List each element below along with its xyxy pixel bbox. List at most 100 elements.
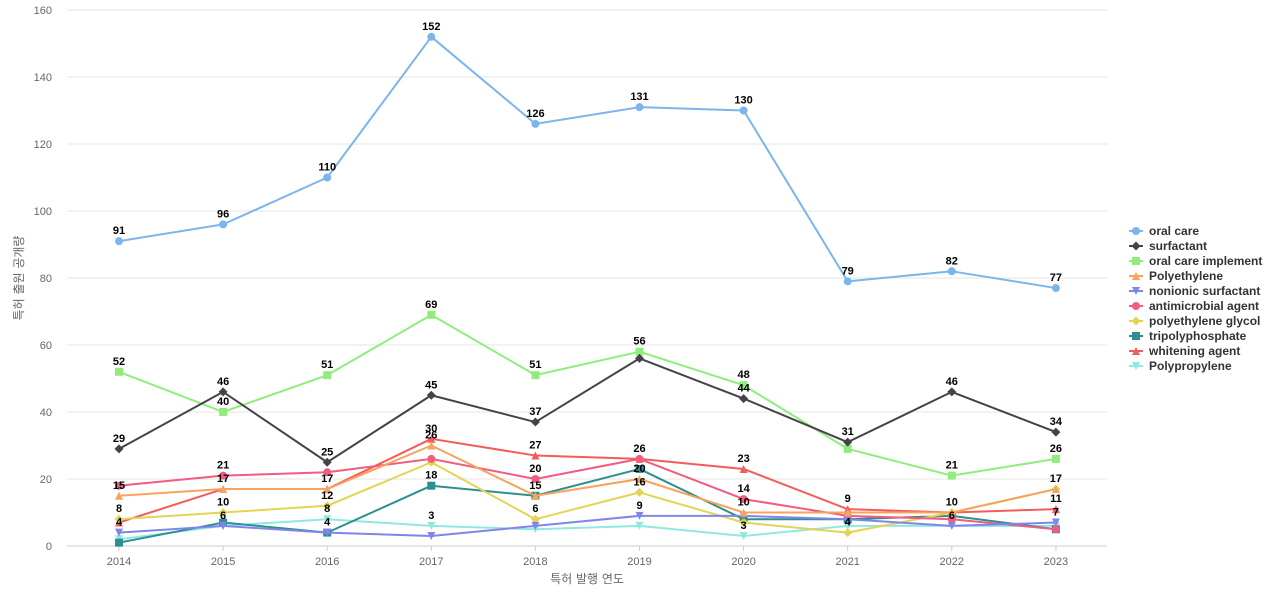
data-point <box>947 267 956 276</box>
data-point <box>323 485 332 494</box>
legend-label: antimicrobial agent <box>1149 299 1259 313</box>
x-tick-label: 2015 <box>211 556 235 568</box>
data-point <box>427 481 436 490</box>
data-label: 31 <box>842 426 854 438</box>
data-point <box>1051 505 1060 514</box>
x-axis-title: 특허 발행 연도 <box>550 571 624 586</box>
data-point <box>218 387 228 397</box>
data-label: 91 <box>113 225 125 237</box>
legend-label: oral care implement <box>1149 254 1262 268</box>
data-point <box>531 119 540 128</box>
data-label: 21 <box>946 460 958 472</box>
legend-item[interactable]: Polyethylene <box>1129 269 1223 283</box>
data-point <box>739 518 749 528</box>
data-label: 17 <box>1050 473 1062 485</box>
x-tick-label: 2014 <box>107 556 131 568</box>
data-label: 17 <box>321 473 333 485</box>
legend-label: Polypropylene <box>1149 359 1232 373</box>
legend-item[interactable]: nonionic surfactant <box>1129 284 1260 298</box>
data-label: 3 <box>741 520 747 532</box>
data-point <box>323 528 332 537</box>
data-label: 20 <box>529 463 541 475</box>
legend-label: whitening agent <box>1148 344 1240 358</box>
x-tick-label: 2019 <box>627 556 651 568</box>
legend-marker <box>1132 332 1140 340</box>
data-point <box>219 220 228 229</box>
data-point <box>843 521 852 530</box>
data-point <box>739 508 748 517</box>
data-point <box>635 475 644 483</box>
y-tick-label: 160 <box>34 5 52 17</box>
legend-item[interactable]: surfactant <box>1129 239 1207 253</box>
legend-item[interactable]: oral care implement <box>1129 254 1262 268</box>
data-label: 8 <box>324 503 330 515</box>
legend-item[interactable]: whitening agent <box>1129 344 1240 358</box>
data-label: 27 <box>529 440 541 452</box>
series-surfactant <box>114 353 1061 467</box>
x-tick-label: 2016 <box>315 556 339 568</box>
data-point <box>219 471 228 480</box>
data-label: 26 <box>1050 443 1062 455</box>
data-point <box>427 32 436 41</box>
data-point <box>115 237 123 246</box>
data-point <box>635 464 644 473</box>
data-label: 6 <box>532 503 538 515</box>
data-point <box>947 387 957 397</box>
y-axis-title: 특허 출원 공개량 <box>12 236 26 321</box>
series-line <box>118 514 1057 537</box>
data-point <box>635 487 644 497</box>
legend-item[interactable]: tripolyphosphate <box>1129 329 1247 343</box>
y-tick-label: 80 <box>40 273 52 285</box>
data-label: 14 <box>737 483 750 495</box>
legend-item[interactable]: antimicrobial agent <box>1129 299 1259 313</box>
legend-marker <box>1132 287 1140 295</box>
data-label: 79 <box>842 265 854 277</box>
data-label: 9 <box>845 493 851 505</box>
data-point <box>531 371 540 380</box>
data-point <box>635 511 644 520</box>
data-label: 29 <box>113 433 125 445</box>
data-label: 4 <box>845 517 852 529</box>
legend-label: surfactant <box>1149 239 1207 253</box>
data-label: 46 <box>217 376 229 388</box>
legend-label: oral care <box>1149 224 1199 238</box>
data-point <box>323 515 332 524</box>
data-label: 26 <box>633 443 645 455</box>
data-label: 34 <box>1050 416 1063 428</box>
y-tick-label: 140 <box>34 72 52 84</box>
data-label: 4 <box>116 517 123 529</box>
data-point <box>635 454 644 463</box>
data-label: 56 <box>633 336 645 348</box>
data-point <box>739 531 748 540</box>
data-point <box>115 528 123 537</box>
data-label: 131 <box>630 91 648 103</box>
data-label: 10 <box>217 497 229 509</box>
data-point <box>947 471 956 480</box>
legend-marker <box>1132 347 1140 355</box>
data-point <box>739 394 749 404</box>
data-point <box>115 367 123 376</box>
data-point <box>219 485 228 494</box>
data-label: 52 <box>113 356 125 368</box>
data-label: 37 <box>529 406 541 418</box>
legend-item[interactable]: Polypropylene <box>1129 359 1232 373</box>
data-label: 152 <box>422 21 440 33</box>
data-point <box>531 491 540 500</box>
data-point <box>947 508 956 517</box>
data-point <box>1051 525 1060 534</box>
data-point <box>219 521 228 530</box>
legend-marker <box>1132 302 1140 310</box>
legend-item[interactable]: polyethylene glycol <box>1129 314 1260 328</box>
data-point <box>115 481 123 490</box>
data-point <box>427 454 436 463</box>
legend-item[interactable]: oral care <box>1129 224 1199 238</box>
y-tick-label: 20 <box>40 474 52 486</box>
data-label: 25 <box>321 446 333 458</box>
data-label: 6 <box>949 510 955 522</box>
x-tick-label: 2022 <box>940 556 964 568</box>
data-point <box>530 417 540 427</box>
data-label: 46 <box>946 376 958 388</box>
